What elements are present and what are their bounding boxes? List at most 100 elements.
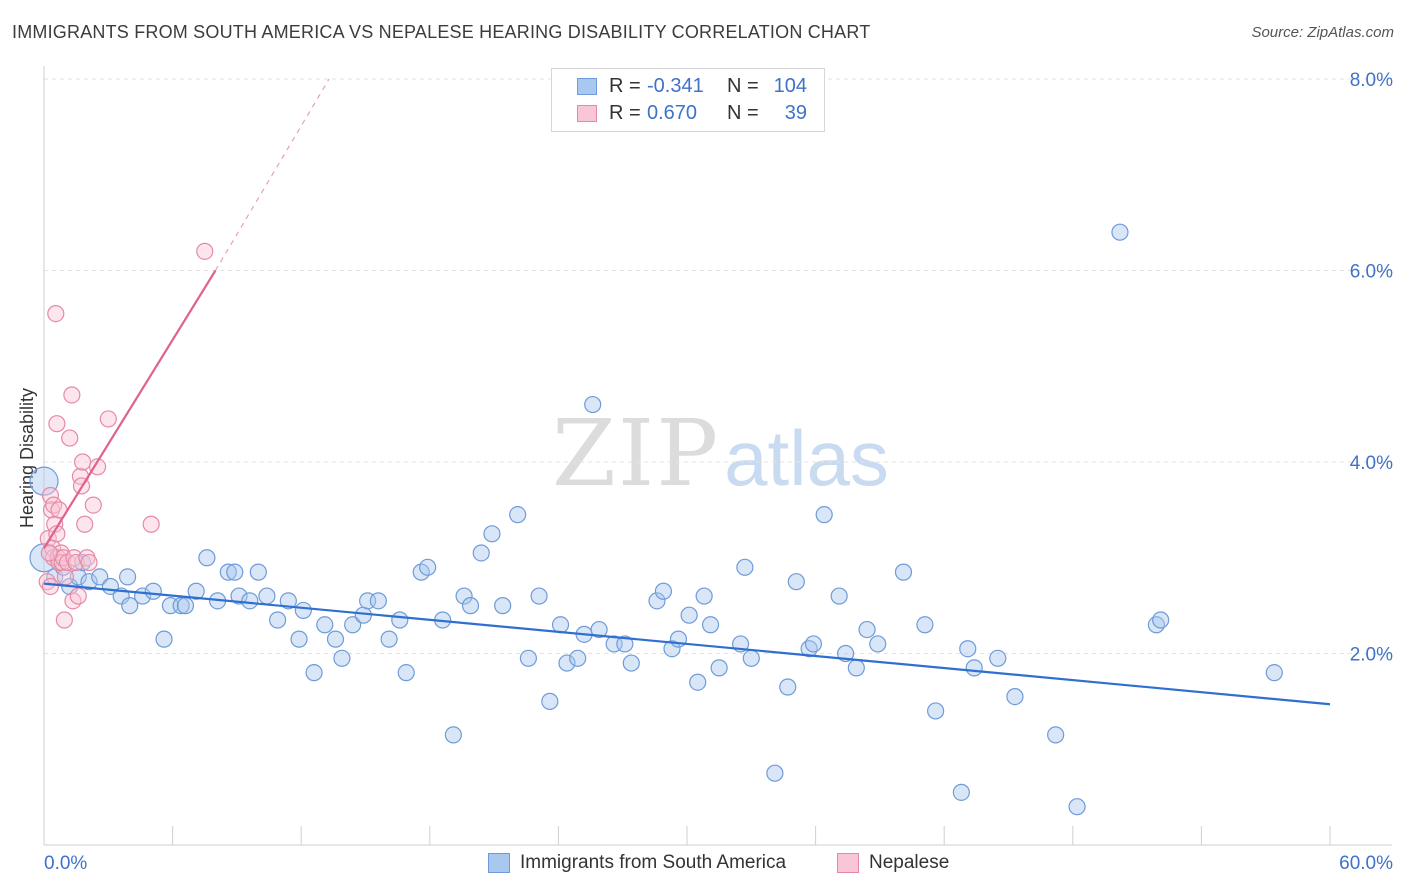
point-nepalese [38,573,56,591]
point-immigrants [419,558,437,576]
point-immigrants [241,592,259,610]
point-nepalese [142,515,160,533]
n-label: N = [727,101,759,124]
point-immigrants [787,573,805,591]
point-nepalese [88,458,107,476]
series-legend: Immigrants from South America Nepalese [0,852,1406,878]
point-immigrants [1111,223,1129,241]
point-nepalese [63,386,81,404]
point-immigrants [1047,726,1065,744]
point-immigrants [472,544,490,562]
point-immigrants [461,597,480,615]
x-tick-label: 60.0% [1339,853,1393,874]
point-immigrants [118,568,137,586]
point-nepalese [73,453,92,471]
r-value: -0.341 [647,74,704,97]
y-axis-label: Hearing Disability [17,388,37,528]
point-immigrants [965,659,983,677]
pink-swatch [837,853,859,873]
point-immigrants [541,692,559,710]
point-immigrants [590,620,608,639]
point-immigrants [927,702,945,720]
point-immigrants [916,616,934,634]
point-immigrants [509,506,527,524]
point-immigrants [1152,611,1170,629]
legend-item-immigrants: Immigrants from South America [488,852,786,874]
point-nepalese [41,486,60,505]
point-immigrants [648,592,666,610]
blue-swatch [577,77,597,95]
trend-line-immigrants [43,582,1331,706]
y-tick-label: 6.0% [1350,262,1393,283]
point-immigrants [530,587,548,605]
point-nepalese [69,587,87,605]
blue-swatch [488,853,510,873]
x-tick-label: 0.0% [44,853,87,874]
point-immigrants [316,616,334,634]
point-immigrants [333,649,351,667]
point-nepalese [55,611,73,629]
point-nepalese [41,577,60,596]
y-tick-label: 8.0% [1350,70,1393,91]
point-immigrants [249,563,267,581]
point-nepalese [64,592,82,610]
point-immigrants [397,664,415,682]
point-immigrants [1068,798,1086,816]
point-immigrants [569,649,587,667]
r-label: R = [609,74,641,97]
point-immigrants [952,783,970,801]
point-immigrants [483,525,501,543]
point-immigrants [558,654,576,672]
point-immigrants [155,630,173,648]
point-immigrants [989,649,1007,667]
point-nepalese [76,515,94,533]
point-immigrants [584,395,602,414]
point-immigrants [176,597,195,615]
point-immigrants [290,630,308,648]
point-immigrants [269,611,287,629]
point-immigrants [198,549,216,567]
point-nepalese [61,429,79,447]
point-nepalese [80,553,98,572]
point-immigrants [663,640,681,658]
trend-line-nepalese [43,269,217,549]
point-immigrants [279,592,297,610]
point-immigrants [369,592,387,610]
point-immigrants [144,582,162,600]
legend-row-pink: R = 0.670 N = 39 [552,100,807,126]
watermark: ZIPatlas [552,400,889,507]
point-nepalese [56,568,75,586]
point-immigrants [689,673,707,691]
point-immigrants [779,678,797,696]
legend-row-blue: R = -0.341 N = 104 [552,73,807,99]
point-immigrants [80,573,98,591]
point-nepalese [84,496,102,514]
point-immigrants [354,606,372,624]
point-immigrants [172,597,190,615]
n-label: N = [727,74,759,97]
point-immigrants [391,611,409,629]
point-immigrants [742,649,760,667]
r-value: 0.670 [647,101,698,124]
watermark-atlas: atlas [724,414,889,502]
point-nepalese [67,553,85,572]
point-immigrants [622,654,640,672]
watermark-zip: ZIP [552,400,721,507]
point-nepalese [99,410,117,428]
point-immigrants [858,620,876,639]
point-immigrants [494,597,512,615]
point-immigrants [804,635,823,653]
source-label: Source: ZipAtlas.com [1251,24,1394,41]
point-immigrants [187,582,205,600]
point-immigrants [219,563,237,581]
point-immigrants [869,635,887,653]
point-immigrants [258,587,276,605]
point-immigrants [226,563,244,581]
point-nepalese [45,496,63,514]
stats-legend: R = -0.341 N = 104 R = 0.670 N = 39 [551,68,825,132]
legend-label: Immigrants from South America [520,852,787,873]
point-immigrants [326,630,345,648]
point-immigrants [455,587,473,605]
n-value: 104 [773,74,807,97]
